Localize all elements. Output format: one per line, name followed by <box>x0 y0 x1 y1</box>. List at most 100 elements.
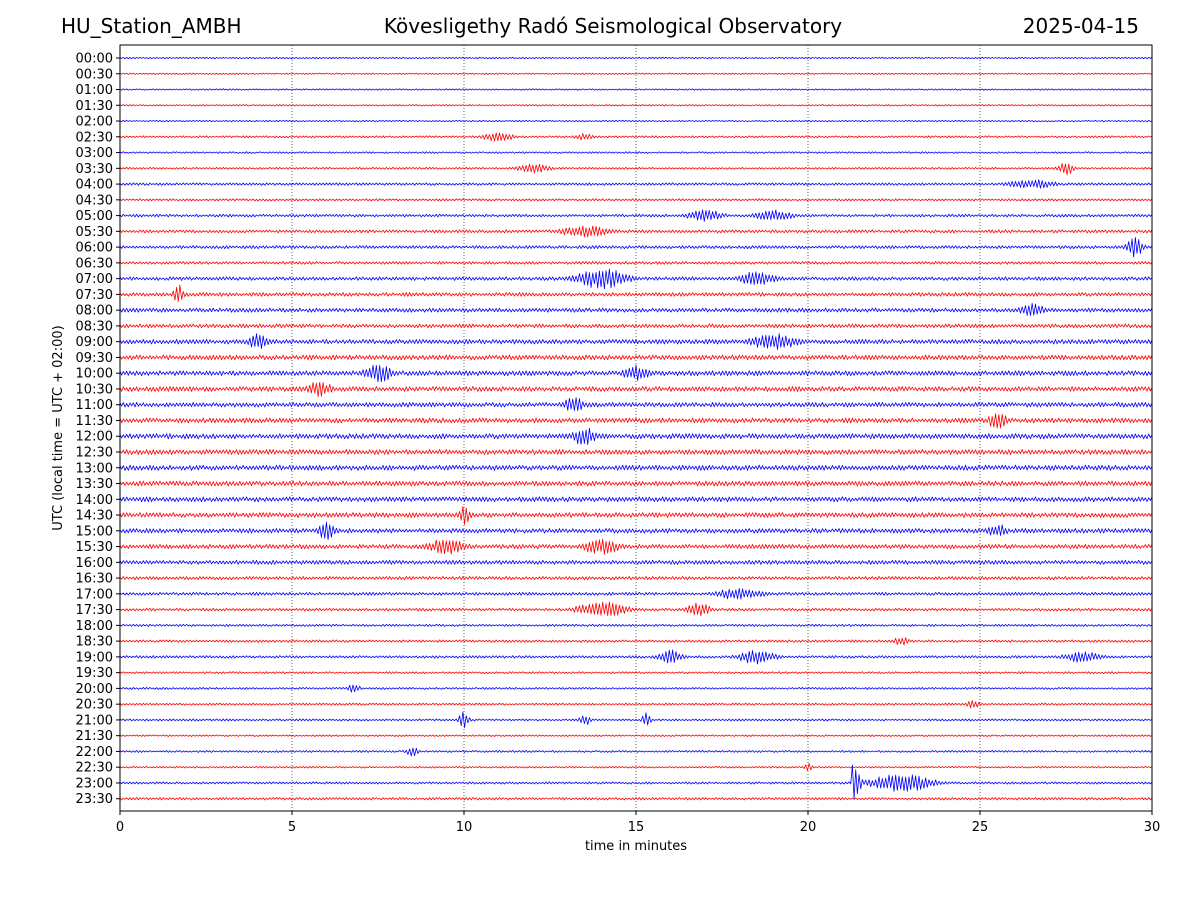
x-tick-label: 5 <box>288 820 296 835</box>
y-tick-label: 12:00 <box>76 430 113 445</box>
y-tick-label: 05:30 <box>76 225 113 240</box>
trace-1630 <box>119 576 1153 581</box>
y-tick-label: 09:00 <box>76 335 113 350</box>
y-tick-label: 13:30 <box>76 477 113 492</box>
y-tick-label: 15:30 <box>76 540 113 555</box>
trace-2030 <box>119 700 1153 709</box>
trace-0430 <box>119 198 1153 202</box>
y-tick-label: 16:30 <box>76 572 113 587</box>
trace-0730 <box>119 284 1153 302</box>
trace-0000 <box>119 56 1153 60</box>
y-tick-label: 10:30 <box>76 382 113 397</box>
trace-1700 <box>119 587 1153 600</box>
trace-1230 <box>119 449 1153 455</box>
x-tick-label: 15 <box>628 820 645 835</box>
trace-0630 <box>119 261 1153 265</box>
y-tick-label: 02:30 <box>76 130 113 145</box>
y-tick-label: 07:00 <box>76 272 113 287</box>
y-tick-label: 18:00 <box>76 619 113 634</box>
x-tick-label: 0 <box>116 820 124 835</box>
trace-2100 <box>119 711 1153 729</box>
x-axis-label: time in minutes <box>585 839 687 854</box>
y-tick-label: 08:00 <box>76 304 113 319</box>
x-axis: 0 5 10 15 20 25 30 <box>116 811 1160 835</box>
chart-title: Kövesligethy Radó Seismological Observat… <box>383 14 843 38</box>
trace-0230 <box>119 132 1153 142</box>
y-axis: 00:0000:3001:0001:3002:0002:3003:0003:30… <box>76 52 120 807</box>
trace-2000 <box>119 684 1153 693</box>
y-tick-label: 20:00 <box>76 682 113 697</box>
x-tick-label: 25 <box>972 820 989 835</box>
y-tick-label: 02:00 <box>76 115 113 130</box>
trace-0030 <box>119 72 1153 75</box>
y-tick-label: 19:00 <box>76 650 113 665</box>
trace-1100 <box>119 397 1153 412</box>
trace-0330 <box>119 163 1153 176</box>
trace-0930 <box>119 354 1153 361</box>
x-tick-label: 30 <box>1144 820 1161 835</box>
trace-0800 <box>119 302 1153 316</box>
trace-2300 <box>119 764 1153 799</box>
seismic-traces <box>119 56 1153 801</box>
y-tick-label: 11:30 <box>76 414 113 429</box>
y-tick-label: 05:00 <box>76 209 113 224</box>
trace-1400 <box>119 496 1153 503</box>
station-name: HU_Station_AMBH <box>61 14 242 38</box>
trace-1330 <box>119 480 1153 487</box>
y-tick-label: 22:00 <box>76 745 113 760</box>
y-tick-label: 11:00 <box>76 398 113 413</box>
trace-0500 <box>119 209 1153 222</box>
trace-1900 <box>119 649 1153 665</box>
trace-0300 <box>119 151 1153 154</box>
y-tick-label: 21:30 <box>76 729 113 744</box>
y-tick-label: 20:30 <box>76 698 113 713</box>
trace-0600 <box>119 236 1153 258</box>
trace-2330 <box>119 797 1153 801</box>
x-tick-label: 10 <box>456 820 473 835</box>
trace-1800 <box>119 623 1153 627</box>
y-axis-label: UTC (local time = UTC + 02:00) <box>51 325 66 530</box>
y-tick-label: 14:30 <box>76 509 113 524</box>
y-tick-label: 15:00 <box>76 524 113 539</box>
trace-1500 <box>119 521 1153 541</box>
y-tick-label: 09:30 <box>76 351 113 366</box>
y-tick-label: 22:30 <box>76 761 113 776</box>
y-tick-label: 10:00 <box>76 367 113 382</box>
trace-1530 <box>119 538 1153 555</box>
trace-1000 <box>119 364 1153 383</box>
trace-2130 <box>119 734 1153 737</box>
y-tick-label: 06:00 <box>76 241 113 256</box>
y-tick-label: 12:30 <box>76 446 113 461</box>
x-tick-label: 20 <box>800 820 817 835</box>
trace-1300 <box>119 464 1153 471</box>
y-tick-label: 04:30 <box>76 193 113 208</box>
trace-1130 <box>119 413 1153 429</box>
y-tick-label: 04:00 <box>76 178 113 193</box>
y-tick-label: 23:30 <box>76 792 113 807</box>
y-tick-label: 00:30 <box>76 67 113 82</box>
y-tick-label: 06:30 <box>76 256 113 271</box>
y-tick-label: 00:00 <box>76 52 113 67</box>
y-tick-label: 03:30 <box>76 162 113 177</box>
trace-1830 <box>119 637 1153 646</box>
trace-0700 <box>119 268 1153 290</box>
plot-area <box>120 45 1152 811</box>
trace-1730 <box>119 601 1153 617</box>
trace-0830 <box>119 323 1153 329</box>
y-tick-label: 21:00 <box>76 713 113 728</box>
y-tick-label: 17:00 <box>76 587 113 602</box>
chart-date: 2025-04-15 <box>1022 14 1139 38</box>
trace-0100 <box>119 88 1153 91</box>
trace-1430 <box>119 506 1153 525</box>
y-tick-label: 07:30 <box>76 288 113 303</box>
trace-2230 <box>119 762 1153 771</box>
y-tick-label: 18:30 <box>76 635 113 650</box>
y-tick-label: 17:30 <box>76 603 113 618</box>
trace-1200 <box>119 427 1153 445</box>
y-tick-label: 13:00 <box>76 461 113 476</box>
trace-1930 <box>119 671 1153 675</box>
trace-0400 <box>119 179 1153 189</box>
trace-0130 <box>119 104 1153 107</box>
y-tick-label: 19:30 <box>76 666 113 681</box>
